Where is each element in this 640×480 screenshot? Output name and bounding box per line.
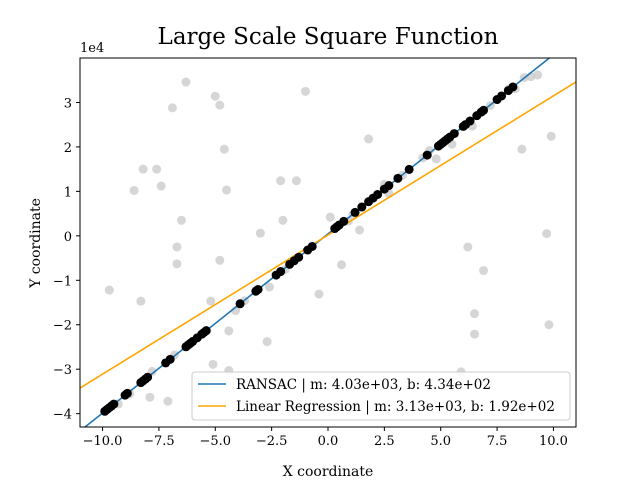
inlier-point [479, 105, 489, 115]
outlier-point [364, 134, 374, 144]
x-tick-label: −2.5 [256, 434, 288, 449]
outlier-point [224, 326, 234, 336]
outlier-point [314, 289, 324, 299]
inlier-point [109, 399, 119, 409]
outlier-point [262, 337, 272, 347]
y-axis-label: Y coordinate [28, 198, 44, 289]
outlier-point [215, 255, 225, 265]
x-axis-label: X coordinate [283, 464, 374, 480]
x-tick-label: 7.5 [487, 434, 508, 449]
inlier-point [339, 216, 349, 226]
inlier-point [294, 252, 304, 262]
x-tick-label: −10.0 [83, 434, 123, 449]
y-tick-label: 2 [64, 141, 72, 156]
outlier-point [172, 242, 182, 252]
outlier-point [210, 91, 220, 101]
inlier-point [276, 267, 286, 277]
inlier-point [357, 202, 367, 212]
outlier-point [255, 228, 265, 238]
inlier-point [497, 91, 507, 101]
legend: RANSAC | m: 4.03e+03, b: 4.34e+02 Linear… [191, 371, 571, 421]
outlier-point [167, 103, 177, 113]
linear-regression-line [80, 81, 576, 389]
x-axis-ticks: −10.0 −7.5 −5.0 −2.5 0.0 2.5 5.0 7.5 10.0 [83, 427, 568, 449]
outlier-point [138, 164, 148, 174]
y-tick-label: −4 [53, 408, 72, 423]
y-tick-label: −3 [53, 363, 72, 378]
outlier-point [479, 266, 489, 276]
inlier-point [465, 116, 475, 126]
outlier-point [222, 185, 232, 195]
legend-label-linear-regression: Linear Regression | m: 3.13e+03, b: 1.92… [236, 399, 555, 415]
outlier-point [325, 212, 335, 222]
outlier-point [278, 215, 288, 225]
outlier-point [542, 229, 552, 239]
x-tick-label: 0.0 [318, 434, 339, 449]
outlier-point [145, 392, 155, 402]
x-tick-label: 5.0 [430, 434, 451, 449]
inlier-point [373, 189, 383, 199]
outlier-point [463, 242, 473, 252]
outlier-point [219, 144, 229, 154]
outlier-point [546, 131, 556, 141]
outlier-point [470, 309, 480, 319]
inlier-point [307, 241, 317, 251]
inlier-point [143, 372, 153, 382]
outlier-point [291, 176, 301, 186]
outlier-point [431, 154, 441, 164]
x-tick-label: 2.5 [374, 434, 395, 449]
outlier-point [215, 100, 225, 110]
outlier-point [136, 296, 146, 306]
outlier-point [208, 359, 218, 369]
y-tick-label: 0 [64, 230, 72, 245]
inlier-point [449, 129, 459, 139]
legend-box [191, 371, 571, 421]
outlier-point [300, 86, 310, 96]
outlier-point [517, 144, 527, 154]
inlier-point [422, 150, 432, 160]
y-axis-ticks: −4 −3 −2 −1 0 1 2 3 [53, 96, 80, 423]
outlier-point [337, 260, 347, 270]
inlier-point [165, 354, 175, 364]
inlier-point [253, 284, 263, 294]
inlier-point [508, 82, 518, 92]
outlier-point [176, 215, 186, 225]
y-offset-label: 1e4 [80, 41, 104, 56]
legend-label-ransac: RANSAC | m: 4.03e+03, b: 4.34e+02 [236, 377, 491, 393]
y-tick-label: 1 [64, 185, 72, 200]
outlier-point [533, 70, 543, 80]
x-tick-label: −5.0 [199, 434, 231, 449]
outlier-point [104, 285, 114, 295]
outlier-point [172, 259, 182, 269]
outlier-point [276, 176, 286, 186]
x-tick-label: −7.5 [143, 434, 175, 449]
inlier-point [122, 388, 132, 398]
inlier-point [235, 299, 245, 309]
inlier-point [384, 181, 394, 191]
outlier-point [544, 320, 554, 330]
chart-title: Large Scale Square Function [158, 24, 499, 50]
outlier-point [181, 77, 191, 87]
outlier-point [264, 282, 274, 292]
inlier-point [350, 207, 360, 217]
outlier-point [152, 164, 162, 174]
plot-area [80, 58, 576, 427]
inlier-points [100, 82, 518, 416]
outlier-point [470, 329, 480, 339]
inlier-point [404, 164, 414, 174]
outlier-point [129, 185, 139, 195]
outlier-point [206, 296, 216, 306]
y-tick-label: −2 [53, 319, 72, 334]
inlier-point [201, 326, 211, 336]
y-tick-label: 3 [64, 96, 72, 111]
x-tick-label: 10.0 [539, 434, 568, 449]
outlier-point [355, 225, 365, 235]
outlier-point [156, 181, 166, 191]
inlier-point [393, 173, 403, 183]
y-tick-label: −1 [53, 274, 72, 289]
outlier-point [163, 396, 173, 406]
